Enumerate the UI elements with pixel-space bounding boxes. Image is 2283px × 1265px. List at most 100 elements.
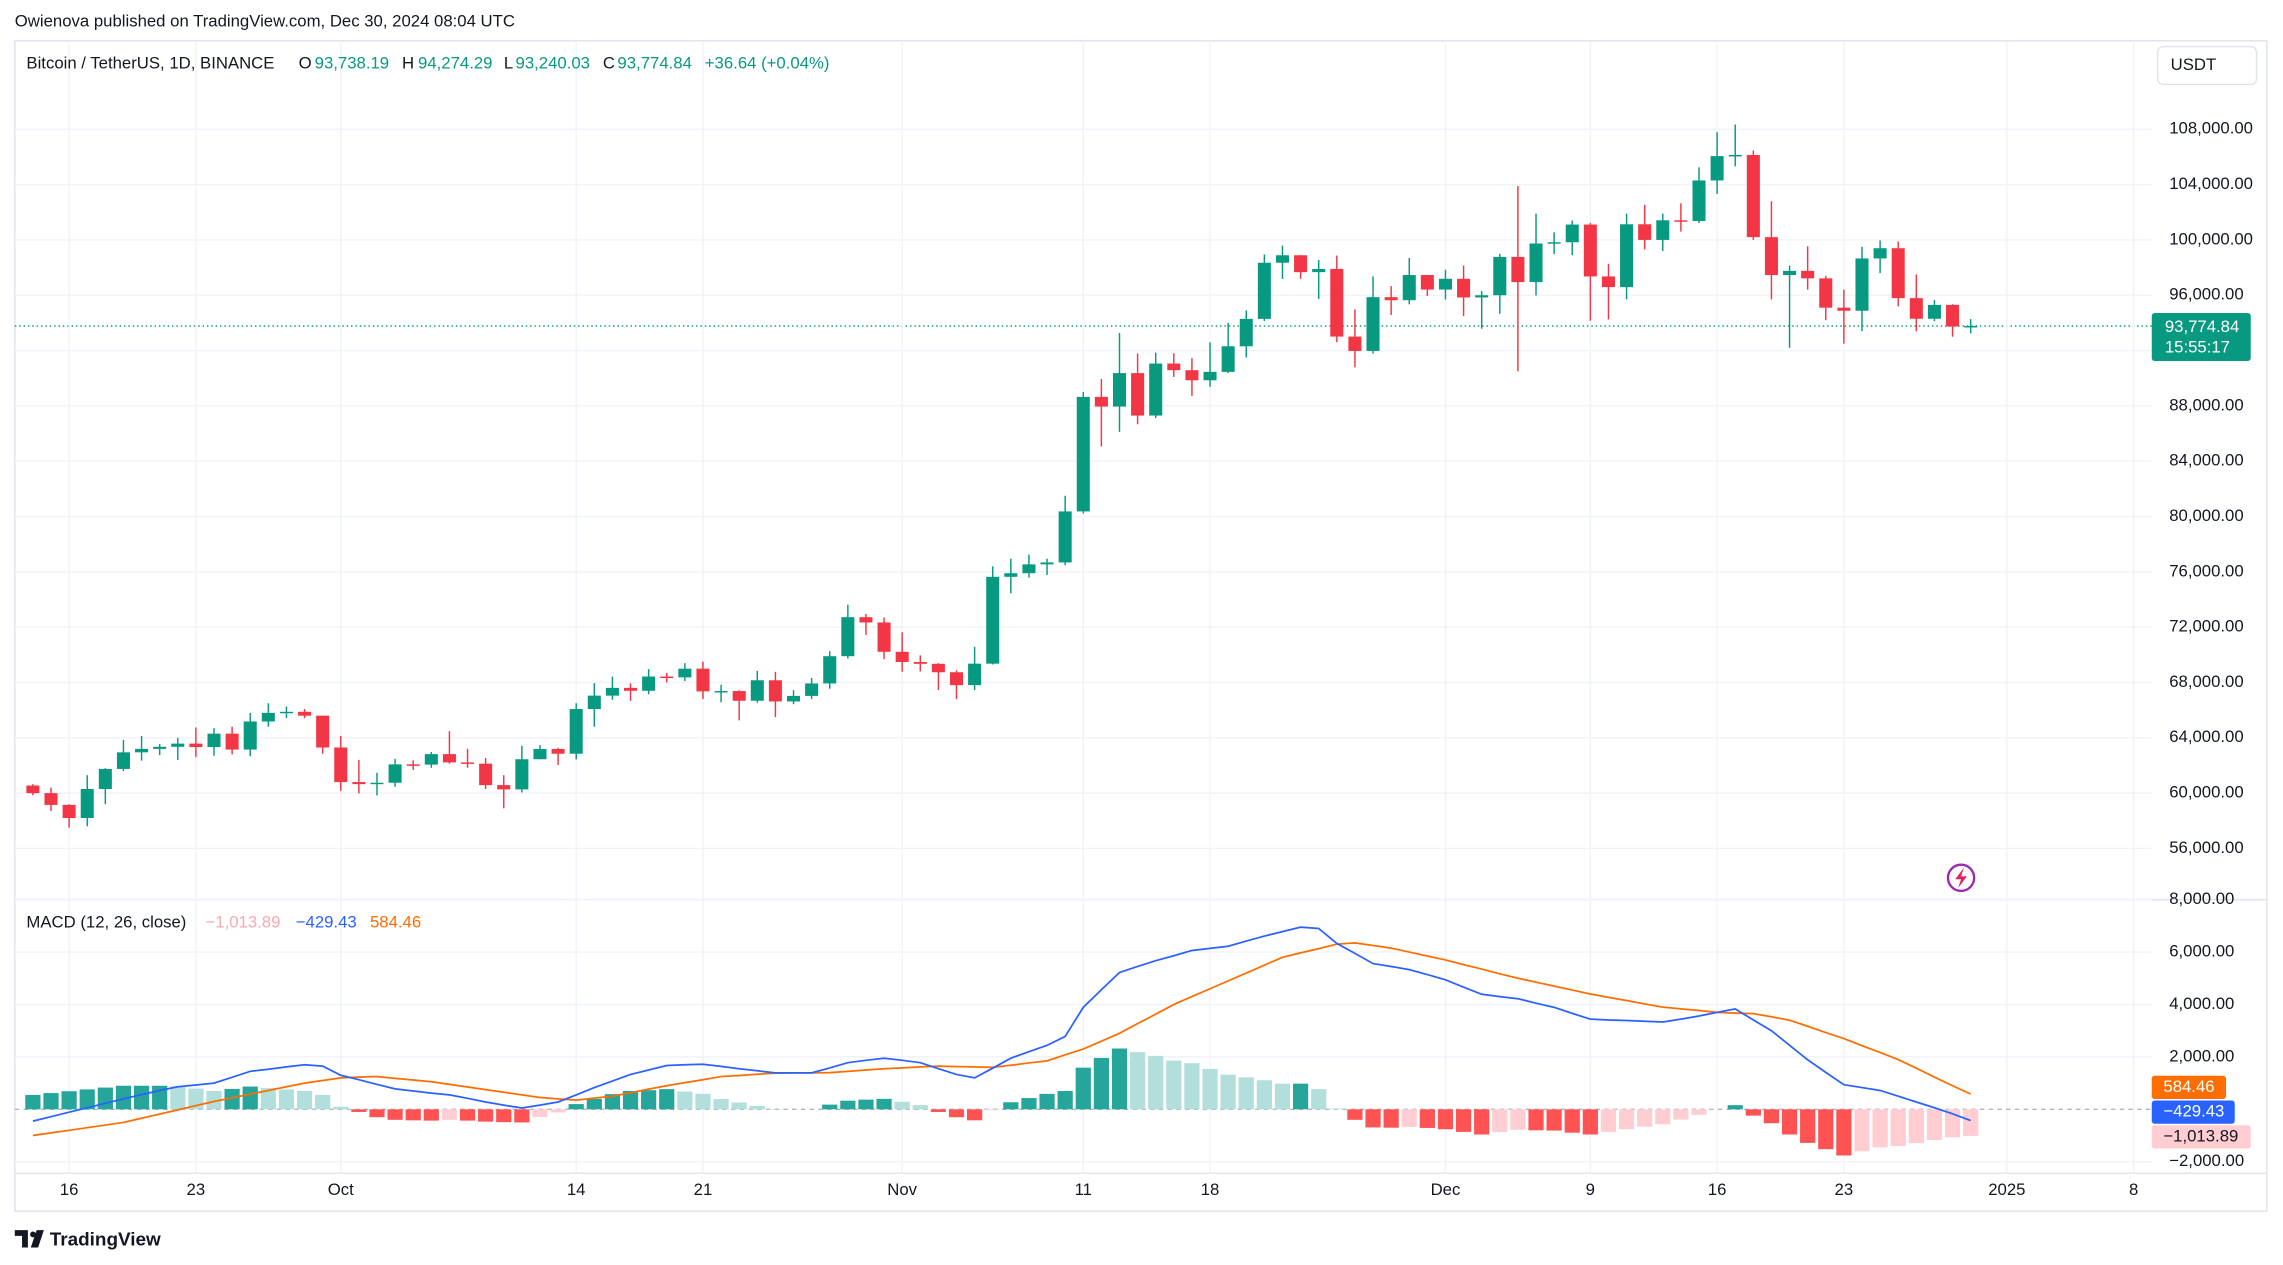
last-price-box: [2151, 312, 2251, 362]
histogram-bar: [1383, 1109, 1399, 1128]
histogram-bar: [1836, 1109, 1852, 1156]
histogram-bar: [695, 1093, 711, 1110]
currency-label[interactable]: USDT: [2171, 55, 2217, 74]
candle-body: [261, 712, 275, 722]
histogram-bar: [1727, 1105, 1743, 1110]
candle-body: [1511, 256, 1525, 283]
candle-body: [859, 617, 873, 623]
candle-body: [1004, 573, 1018, 577]
candle-body: [1475, 295, 1489, 298]
legend-key: L: [504, 53, 513, 72]
candle-body: [279, 711, 293, 714]
histogram-bar: [1854, 1109, 1870, 1152]
histogram-bar: [1437, 1109, 1454, 1130]
histogram-bar: [930, 1109, 946, 1112]
candle-body: [1149, 363, 1163, 416]
candle-body: [515, 759, 529, 790]
histogram-bar: [133, 1085, 150, 1110]
histogram-bar: [1600, 1109, 1617, 1132]
candle-body: [678, 668, 692, 678]
candle-body: [587, 695, 601, 710]
currency-button[interactable]: [2156, 45, 2258, 86]
alert-icon-ring[interactable]: [1946, 863, 1976, 893]
candle-body: [768, 680, 782, 702]
x-tick-label: 23: [1835, 1180, 1854, 1199]
histogram-bar: [948, 1109, 965, 1118]
candle-body: [442, 754, 456, 763]
histogram-bar: [641, 1090, 657, 1110]
histogram-bar: [333, 1106, 349, 1110]
signal-axis-label: 584.46: [2163, 1077, 2214, 1096]
histogram-bar: [1455, 1109, 1472, 1132]
histogram-bar: [1148, 1055, 1164, 1110]
macd-axis-box: [2151, 1100, 2235, 1124]
candle-body: [153, 746, 167, 749]
candle-body: [1728, 154, 1742, 157]
histogram-bar: [1256, 1080, 1272, 1110]
symbol-title: Bitcoin / TetherUS, 1D, BINANCE: [26, 53, 274, 72]
alert-icon[interactable]: [1946, 863, 1976, 893]
histogram-bar: [1238, 1077, 1254, 1110]
histogram-bar: [1528, 1109, 1544, 1131]
x-tick-label: Oct: [328, 1180, 354, 1199]
y-tick-label: 88,000.00: [2169, 395, 2243, 414]
histogram-bar: [1818, 1109, 1834, 1150]
histogram-bar: [1274, 1083, 1291, 1110]
histogram-bar: [1401, 1109, 1417, 1127]
legend-key: H: [402, 53, 414, 72]
candle-body: [1094, 396, 1108, 407]
histogram-bar: [260, 1088, 276, 1110]
histogram-bar: [677, 1091, 693, 1110]
histogram-bar: [1637, 1109, 1653, 1127]
histogram-bar: [532, 1109, 548, 1117]
histogram-bar: [25, 1094, 41, 1110]
candle-body: [949, 672, 964, 686]
candle-body: [1638, 224, 1652, 240]
candle-body: [551, 749, 565, 754]
histogram-bar: [1166, 1060, 1182, 1110]
histogram-bar: [1075, 1067, 1091, 1110]
histogram-bar: [1763, 1109, 1780, 1124]
histogram-bar: [1908, 1109, 1924, 1144]
brand-name: TradingView: [50, 1229, 161, 1250]
candle-body: [1873, 248, 1887, 259]
histogram-bar: [1673, 1109, 1689, 1120]
histogram-bar: [1419, 1109, 1435, 1128]
candle-body: [786, 695, 801, 702]
alert-icon-bolt[interactable]: [1955, 867, 1967, 888]
y-tick-label: 68,000.00: [2169, 672, 2243, 691]
histogram-bar: [369, 1109, 385, 1118]
histogram-bar: [1800, 1109, 1816, 1143]
x-tick-label: 23: [187, 1180, 206, 1199]
y-tick-label: 6,000.00: [2169, 941, 2234, 960]
candle-body: [44, 793, 58, 805]
indicator-title: MACD (12, 26, close): [26, 912, 186, 931]
x-tick-label: 8: [2129, 1180, 2138, 1199]
y-tick-label: 96,000.00: [2169, 285, 2243, 304]
histogram-bar: [840, 1100, 856, 1110]
candle-body: [116, 752, 130, 769]
histogram-bar: [1129, 1052, 1146, 1110]
x-tick-label: 2025: [1988, 1180, 2025, 1199]
histogram-bar: [1093, 1057, 1109, 1110]
candle-body: [1131, 373, 1145, 416]
candle-body: [805, 683, 819, 696]
histogram-bar: [1944, 1109, 1961, 1138]
histogram-bar: [550, 1109, 566, 1113]
histogram-bar: [315, 1094, 331, 1110]
histogram-bar: [1347, 1109, 1363, 1120]
histogram-bar: [278, 1089, 295, 1110]
y-tick-label: 2,000.00: [2169, 1046, 2234, 1065]
candle-body: [1964, 326, 1978, 328]
candle-body: [1601, 276, 1615, 288]
histogram-bar: [985, 1109, 1001, 1111]
candle-body: [1239, 318, 1253, 347]
candle-body: [642, 676, 656, 691]
y-tick-label: 72,000.00: [2169, 617, 2243, 636]
candle-body: [80, 788, 94, 819]
candle-body: [696, 668, 710, 692]
histogram-bar: [1003, 1102, 1019, 1110]
countdown-label: 15:55:17: [2165, 337, 2230, 356]
histogram-bar: [441, 1109, 458, 1120]
